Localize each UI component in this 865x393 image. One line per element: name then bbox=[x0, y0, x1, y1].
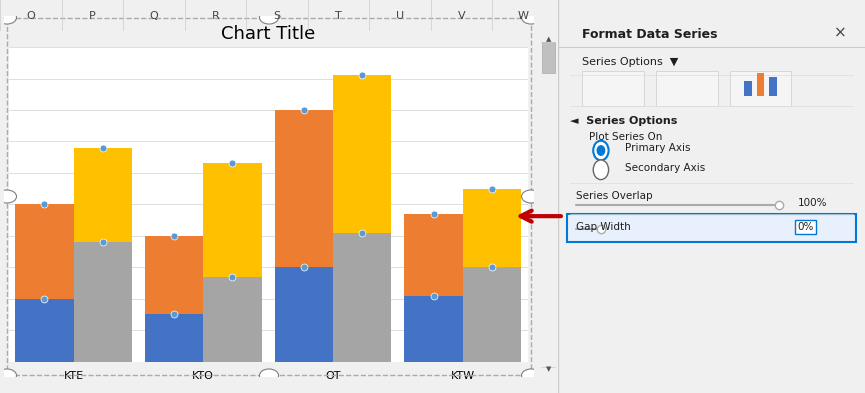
Circle shape bbox=[522, 369, 541, 382]
Text: S: S bbox=[273, 11, 280, 21]
FancyBboxPatch shape bbox=[657, 71, 718, 106]
Point bbox=[37, 296, 51, 302]
Circle shape bbox=[522, 190, 541, 203]
Bar bbox=[333, 233, 392, 362]
FancyBboxPatch shape bbox=[582, 71, 644, 106]
Point bbox=[356, 230, 369, 236]
Bar bbox=[463, 267, 521, 362]
Point bbox=[485, 264, 499, 270]
Circle shape bbox=[597, 146, 605, 155]
Circle shape bbox=[593, 160, 609, 180]
Text: Q: Q bbox=[150, 11, 158, 21]
Text: T: T bbox=[335, 11, 342, 21]
Circle shape bbox=[260, 369, 279, 382]
Bar bbox=[203, 277, 262, 362]
Bar bbox=[404, 296, 463, 362]
Text: ▲: ▲ bbox=[546, 37, 551, 42]
Bar bbox=[463, 189, 521, 267]
Circle shape bbox=[260, 11, 279, 24]
Text: Plot Series On: Plot Series On bbox=[589, 132, 662, 141]
Text: P: P bbox=[89, 11, 96, 21]
Point bbox=[167, 233, 181, 239]
Point bbox=[37, 201, 51, 208]
Text: Series Options  ▼: Series Options ▼ bbox=[582, 57, 679, 67]
FancyBboxPatch shape bbox=[567, 214, 855, 242]
Bar bbox=[203, 163, 262, 277]
Circle shape bbox=[0, 190, 16, 203]
FancyBboxPatch shape bbox=[542, 42, 554, 73]
Text: 100%: 100% bbox=[798, 198, 827, 208]
Circle shape bbox=[593, 141, 609, 160]
Text: Gap Width: Gap Width bbox=[576, 222, 631, 232]
Point bbox=[96, 145, 110, 151]
Bar bbox=[757, 73, 765, 96]
Point bbox=[485, 185, 499, 192]
Text: V: V bbox=[458, 11, 465, 21]
Point bbox=[426, 211, 440, 217]
Bar bbox=[74, 148, 132, 242]
Bar bbox=[16, 299, 74, 362]
Point bbox=[226, 274, 240, 280]
Text: W: W bbox=[517, 11, 529, 21]
Point bbox=[297, 107, 311, 113]
Bar bbox=[74, 242, 132, 362]
Circle shape bbox=[0, 11, 16, 24]
Circle shape bbox=[522, 11, 541, 24]
Circle shape bbox=[0, 369, 16, 382]
Point bbox=[426, 292, 440, 299]
Title: Chart Title: Chart Title bbox=[221, 25, 315, 43]
Text: Series Overlap: Series Overlap bbox=[576, 191, 653, 200]
Point bbox=[356, 72, 369, 79]
Bar bbox=[275, 267, 333, 362]
Text: ×: × bbox=[834, 26, 847, 40]
Point bbox=[297, 264, 311, 270]
Bar bbox=[333, 75, 392, 233]
Bar bbox=[769, 77, 777, 96]
Text: ◄  Series Options: ◄ Series Options bbox=[570, 116, 677, 126]
Text: U: U bbox=[396, 11, 404, 21]
Point bbox=[167, 311, 181, 318]
Bar bbox=[145, 236, 203, 314]
FancyBboxPatch shape bbox=[730, 71, 791, 106]
Bar bbox=[16, 204, 74, 299]
Text: R: R bbox=[211, 11, 219, 21]
Text: Secondary Axis: Secondary Axis bbox=[625, 163, 706, 173]
Point bbox=[96, 239, 110, 245]
Text: 0%: 0% bbox=[798, 222, 814, 232]
Point bbox=[226, 160, 240, 167]
Bar bbox=[404, 214, 463, 296]
Bar bbox=[745, 81, 753, 96]
Bar bbox=[275, 110, 333, 267]
Bar bbox=[145, 314, 203, 362]
Text: Format Data Series: Format Data Series bbox=[582, 28, 718, 40]
Text: O: O bbox=[26, 11, 35, 21]
Text: ▼: ▼ bbox=[546, 366, 551, 372]
Text: Primary Axis: Primary Axis bbox=[625, 143, 691, 153]
